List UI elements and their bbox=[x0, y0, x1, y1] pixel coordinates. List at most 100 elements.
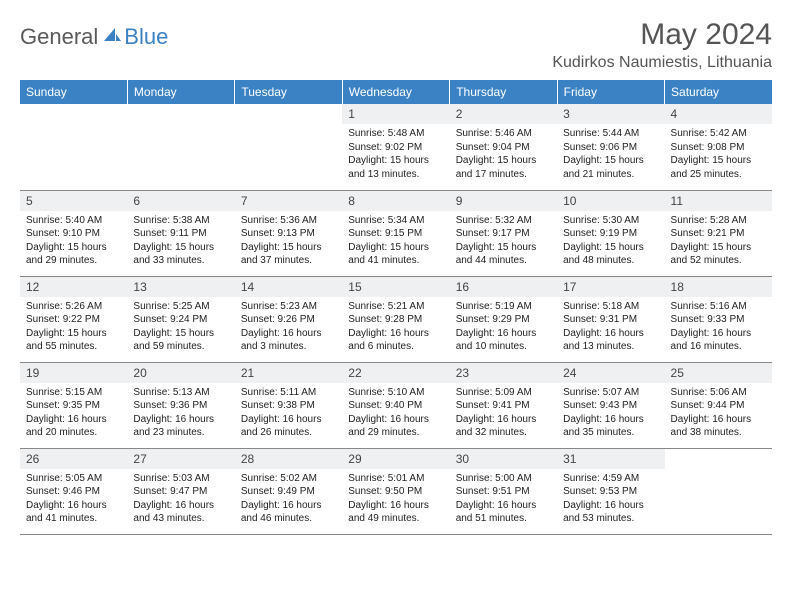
day-number: 31 bbox=[557, 449, 664, 469]
sunrise-line: Sunrise: 5:48 AM bbox=[348, 127, 443, 141]
calendar-cell: 7Sunrise: 5:36 AMSunset: 9:13 PMDaylight… bbox=[235, 190, 342, 276]
calendar-cell bbox=[127, 104, 234, 190]
daylight-line: Daylight: 16 hours and 46 minutes. bbox=[241, 499, 336, 526]
sunrise-line: Sunrise: 5:03 AM bbox=[133, 472, 228, 486]
day-details: Sunrise: 5:03 AMSunset: 9:47 PMDaylight:… bbox=[127, 469, 234, 530]
day-number: 5 bbox=[20, 191, 127, 211]
sunset-line: Sunset: 9:40 PM bbox=[348, 399, 443, 413]
daylight-line: Daylight: 16 hours and 43 minutes. bbox=[133, 499, 228, 526]
sunset-line: Sunset: 9:10 PM bbox=[26, 227, 121, 241]
day-header: Wednesday bbox=[342, 80, 449, 104]
day-details: Sunrise: 5:44 AMSunset: 9:06 PMDaylight:… bbox=[557, 124, 664, 185]
header: General Blue May 2024 Kudirkos Naumiesti… bbox=[20, 18, 772, 72]
day-details: Sunrise: 5:21 AMSunset: 9:28 PMDaylight:… bbox=[342, 297, 449, 358]
daylight-line: Daylight: 15 hours and 44 minutes. bbox=[456, 241, 551, 268]
sunrise-line: Sunrise: 5:05 AM bbox=[26, 472, 121, 486]
day-number: 27 bbox=[127, 449, 234, 469]
daylight-line: Daylight: 16 hours and 49 minutes. bbox=[348, 499, 443, 526]
sunset-line: Sunset: 9:06 PM bbox=[563, 141, 658, 155]
sunset-line: Sunset: 9:13 PM bbox=[241, 227, 336, 241]
calendar-cell: 29Sunrise: 5:01 AMSunset: 9:50 PMDayligh… bbox=[342, 448, 449, 534]
sunrise-line: Sunrise: 5:11 AM bbox=[241, 386, 336, 400]
daylight-line: Daylight: 15 hours and 41 minutes. bbox=[348, 241, 443, 268]
sunset-line: Sunset: 9:38 PM bbox=[241, 399, 336, 413]
sunset-line: Sunset: 9:24 PM bbox=[133, 313, 228, 327]
day-number: 9 bbox=[450, 191, 557, 211]
sunset-line: Sunset: 9:15 PM bbox=[348, 227, 443, 241]
calendar-row: 26Sunrise: 5:05 AMSunset: 9:46 PMDayligh… bbox=[20, 448, 772, 534]
calendar-cell: 16Sunrise: 5:19 AMSunset: 9:29 PMDayligh… bbox=[450, 276, 557, 362]
sunset-line: Sunset: 9:46 PM bbox=[26, 485, 121, 499]
day-number: 8 bbox=[342, 191, 449, 211]
daylight-line: Daylight: 15 hours and 17 minutes. bbox=[456, 154, 551, 181]
day-details: Sunrise: 5:07 AMSunset: 9:43 PMDaylight:… bbox=[557, 383, 664, 444]
day-number: 10 bbox=[557, 191, 664, 211]
day-details: Sunrise: 5:34 AMSunset: 9:15 PMDaylight:… bbox=[342, 211, 449, 272]
sunrise-line: Sunrise: 5:16 AM bbox=[671, 300, 766, 314]
sunset-line: Sunset: 9:26 PM bbox=[241, 313, 336, 327]
day-header: Sunday bbox=[20, 80, 127, 104]
day-number: 12 bbox=[20, 277, 127, 297]
calendar-cell bbox=[665, 448, 772, 534]
calendar-cell: 6Sunrise: 5:38 AMSunset: 9:11 PMDaylight… bbox=[127, 190, 234, 276]
daylight-line: Daylight: 16 hours and 53 minutes. bbox=[563, 499, 658, 526]
sunset-line: Sunset: 9:31 PM bbox=[563, 313, 658, 327]
day-number: 17 bbox=[557, 277, 664, 297]
sunrise-line: Sunrise: 5:19 AM bbox=[456, 300, 551, 314]
calendar-cell: 19Sunrise: 5:15 AMSunset: 9:35 PMDayligh… bbox=[20, 362, 127, 448]
sunrise-line: Sunrise: 5:10 AM bbox=[348, 386, 443, 400]
calendar-cell: 27Sunrise: 5:03 AMSunset: 9:47 PMDayligh… bbox=[127, 448, 234, 534]
sunset-line: Sunset: 9:28 PM bbox=[348, 313, 443, 327]
calendar-cell: 11Sunrise: 5:28 AMSunset: 9:21 PMDayligh… bbox=[665, 190, 772, 276]
day-details: Sunrise: 5:28 AMSunset: 9:21 PMDaylight:… bbox=[665, 211, 772, 272]
day-details: Sunrise: 5:32 AMSunset: 9:17 PMDaylight:… bbox=[450, 211, 557, 272]
sunrise-line: Sunrise: 5:01 AM bbox=[348, 472, 443, 486]
day-number: 20 bbox=[127, 363, 234, 383]
daylight-line: Daylight: 15 hours and 59 minutes. bbox=[133, 327, 228, 354]
calendar-cell: 8Sunrise: 5:34 AMSunset: 9:15 PMDaylight… bbox=[342, 190, 449, 276]
day-details: Sunrise: 5:01 AMSunset: 9:50 PMDaylight:… bbox=[342, 469, 449, 530]
day-details: Sunrise: 5:23 AMSunset: 9:26 PMDaylight:… bbox=[235, 297, 342, 358]
day-number: 19 bbox=[20, 363, 127, 383]
daylight-line: Daylight: 15 hours and 33 minutes. bbox=[133, 241, 228, 268]
sunset-line: Sunset: 9:51 PM bbox=[456, 485, 551, 499]
day-number: 16 bbox=[450, 277, 557, 297]
day-details: Sunrise: 5:06 AMSunset: 9:44 PMDaylight:… bbox=[665, 383, 772, 444]
sunset-line: Sunset: 9:21 PM bbox=[671, 227, 766, 241]
calendar-cell: 2Sunrise: 5:46 AMSunset: 9:04 PMDaylight… bbox=[450, 104, 557, 190]
day-details: Sunrise: 5:38 AMSunset: 9:11 PMDaylight:… bbox=[127, 211, 234, 272]
day-number: 29 bbox=[342, 449, 449, 469]
day-header: Friday bbox=[557, 80, 664, 104]
calendar-cell: 17Sunrise: 5:18 AMSunset: 9:31 PMDayligh… bbox=[557, 276, 664, 362]
daylight-line: Daylight: 16 hours and 3 minutes. bbox=[241, 327, 336, 354]
calendar-cell: 30Sunrise: 5:00 AMSunset: 9:51 PMDayligh… bbox=[450, 448, 557, 534]
sunrise-line: Sunrise: 5:30 AM bbox=[563, 214, 658, 228]
day-details: Sunrise: 5:26 AMSunset: 9:22 PMDaylight:… bbox=[20, 297, 127, 358]
sunrise-line: Sunrise: 5:15 AM bbox=[26, 386, 121, 400]
calendar-table: Sunday Monday Tuesday Wednesday Thursday… bbox=[20, 80, 772, 535]
calendar-cell: 14Sunrise: 5:23 AMSunset: 9:26 PMDayligh… bbox=[235, 276, 342, 362]
logo-text-2: Blue bbox=[124, 24, 168, 50]
day-number: 6 bbox=[127, 191, 234, 211]
location: Kudirkos Naumiestis, Lithuania bbox=[552, 54, 772, 72]
daylight-line: Daylight: 15 hours and 37 minutes. bbox=[241, 241, 336, 268]
daylight-line: Daylight: 16 hours and 16 minutes. bbox=[671, 327, 766, 354]
sunrise-line: Sunrise: 5:06 AM bbox=[671, 386, 766, 400]
daylight-line: Daylight: 16 hours and 20 minutes. bbox=[26, 413, 121, 440]
day-details: Sunrise: 5:25 AMSunset: 9:24 PMDaylight:… bbox=[127, 297, 234, 358]
day-details: Sunrise: 5:16 AMSunset: 9:33 PMDaylight:… bbox=[665, 297, 772, 358]
sunset-line: Sunset: 9:08 PM bbox=[671, 141, 766, 155]
day-details: Sunrise: 5:40 AMSunset: 9:10 PMDaylight:… bbox=[20, 211, 127, 272]
day-number: 3 bbox=[557, 104, 664, 124]
day-number: 23 bbox=[450, 363, 557, 383]
day-details: Sunrise: 5:48 AMSunset: 9:02 PMDaylight:… bbox=[342, 124, 449, 185]
calendar-cell: 22Sunrise: 5:10 AMSunset: 9:40 PMDayligh… bbox=[342, 362, 449, 448]
daylight-line: Daylight: 16 hours and 41 minutes. bbox=[26, 499, 121, 526]
daylight-line: Daylight: 15 hours and 55 minutes. bbox=[26, 327, 121, 354]
sunset-line: Sunset: 9:22 PM bbox=[26, 313, 121, 327]
daylight-line: Daylight: 16 hours and 23 minutes. bbox=[133, 413, 228, 440]
day-details: Sunrise: 5:15 AMSunset: 9:35 PMDaylight:… bbox=[20, 383, 127, 444]
day-details: Sunrise: 5:42 AMSunset: 9:08 PMDaylight:… bbox=[665, 124, 772, 185]
calendar-cell: 4Sunrise: 5:42 AMSunset: 9:08 PMDaylight… bbox=[665, 104, 772, 190]
sunrise-line: Sunrise: 5:18 AM bbox=[563, 300, 658, 314]
